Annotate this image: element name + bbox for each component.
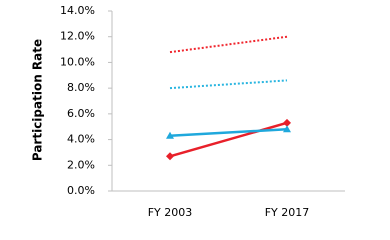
y-tick-label: 14.0% [60,4,95,17]
marker [166,152,174,161]
x-tick-label: FY 2003 [148,206,193,219]
y-tick-label: 10.0% [60,55,95,68]
x-tick-label: FY 2017 [265,206,310,219]
dotted-line [169,35,288,54]
line [169,128,288,137]
dotted-line [169,79,288,90]
marker [283,125,291,133]
marker [166,131,174,139]
y-tick-label: 6.0% [67,107,95,120]
marker [283,118,291,127]
y-tick-label: 0.0% [67,184,95,197]
y-tick-label: 4.0% [67,133,95,146]
line [169,121,288,158]
y-tick-label: 12.0% [60,30,95,43]
y-tick-label: 2.0% [67,158,95,171]
y-axis-title: Participation Rate [31,39,45,161]
y-tick-label: 8.0% [67,81,95,94]
